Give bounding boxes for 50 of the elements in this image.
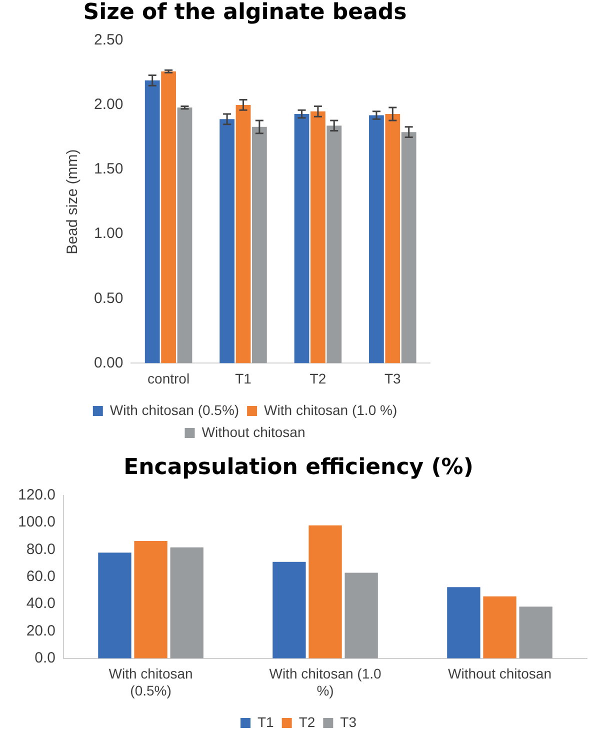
bar [483, 596, 516, 658]
bar [170, 547, 204, 658]
legend-label: T1 [257, 714, 274, 730]
y-tick-label: 0.00 [94, 354, 124, 372]
bar [401, 132, 416, 364]
legend-label: Without chitosan [202, 424, 306, 440]
bar [134, 541, 168, 658]
x-tick-label: control [148, 370, 190, 386]
y-tick-label: 100.0 [18, 514, 56, 531]
x-tick-label: T1 [235, 370, 252, 386]
bar [308, 525, 342, 658]
y-tick-label: 80.0 [26, 540, 56, 558]
y-tick-label: 2.00 [94, 96, 124, 114]
bar [177, 108, 192, 364]
chart-title: Encapsulation efficiency (%) [124, 454, 474, 480]
y-tick-label: 60.0 [26, 568, 56, 586]
y-axis-title: Bead size (mm) [64, 149, 82, 254]
chart-title: Size of the alginate beads [83, 0, 407, 25]
bar [144, 80, 160, 364]
legend-label: T3 [340, 714, 357, 730]
x-tick-label: Without chitosan [448, 666, 552, 682]
legend-label: T2 [298, 714, 316, 730]
x-tick-label: With chitosan (0.5%) [108, 666, 193, 698]
bar [326, 126, 342, 364]
bar [344, 572, 378, 658]
bar [310, 111, 326, 364]
y-tick-label: 0.0 [34, 650, 56, 667]
y-tick-label: 1.50 [94, 160, 124, 178]
bar [98, 552, 132, 658]
y-tick-label: 40.0 [26, 595, 56, 612]
x-tick-label: With chitosan (1.0 %) [269, 666, 382, 698]
bar [161, 71, 176, 364]
bar [447, 587, 480, 658]
bar [220, 119, 235, 364]
bar [252, 126, 267, 364]
bar [369, 115, 384, 364]
y-tick-label: 2.50 [94, 32, 124, 49]
y-tick-label: 1.00 [94, 225, 124, 242]
bar [519, 606, 552, 658]
y-tick-label: 20.0 [26, 622, 56, 640]
y-tick-label: 120.0 [18, 486, 56, 504]
bar [272, 562, 306, 658]
bar [236, 104, 251, 364]
x-tick-label: T3 [384, 370, 402, 386]
bar [294, 114, 310, 364]
legend-label: With chitosan (0.5%) [110, 402, 240, 418]
y-tick-label: 0.50 [94, 290, 124, 307]
legend-label: With chitosan (1.0 %) [264, 402, 398, 418]
bar [385, 114, 400, 364]
x-tick-label: T2 [310, 370, 326, 386]
